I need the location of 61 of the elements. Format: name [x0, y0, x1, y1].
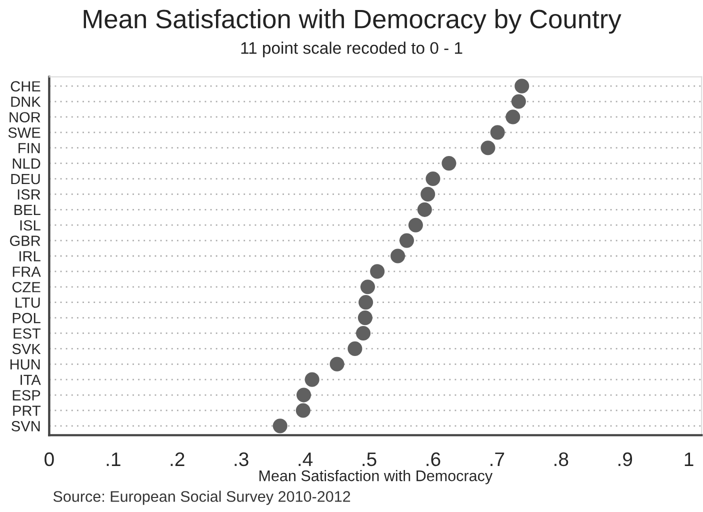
point [480, 140, 496, 156]
y-tick-label: FRA [12, 266, 41, 277]
x-tick-label: .1 [106, 452, 120, 466]
x-tick-label: .4 [298, 452, 313, 466]
point [358, 295, 374, 310]
x-axis-title: Mean Satisfaction with Democracy [259, 470, 493, 484]
y-tick-label: NOR [10, 112, 40, 122]
y-tick-label: DNK [11, 96, 41, 107]
source-note: Source: European Social Survey 2010-2012 [53, 490, 350, 505]
point [370, 264, 385, 279]
y-tick-label: HUN [10, 359, 40, 370]
y-tick-label: EST [14, 328, 41, 339]
y-tick-label: ISL [20, 220, 40, 231]
y-tick-label: FIN [18, 143, 40, 154]
y-tick-label: GBR [10, 236, 40, 246]
y-tick-label: POL [12, 312, 40, 324]
point [506, 110, 520, 124]
x-tick-label: .6 [426, 452, 440, 466]
y-tick-label: CHE [10, 81, 40, 92]
point [399, 233, 414, 248]
point [360, 280, 376, 294]
point [408, 218, 423, 232]
y-tick-label: DEU [11, 174, 40, 184]
point [296, 388, 312, 402]
y-tick-label: ISR [18, 189, 40, 200]
x-tick-label: .2 [170, 452, 184, 466]
point [358, 310, 372, 326]
y-tick-label: SVK [12, 344, 41, 354]
point [442, 156, 456, 171]
y-tick-label: CZE [12, 282, 40, 292]
point [490, 125, 505, 140]
point [420, 186, 436, 202]
point [304, 372, 320, 387]
point [296, 403, 310, 418]
y-tick-label: SVN [12, 421, 40, 432]
y-tick-label: PRT [13, 406, 41, 416]
point [356, 326, 371, 341]
x-tick-label: .8 [554, 452, 568, 466]
point [390, 248, 406, 264]
x-tick-label: 0 [44, 452, 54, 466]
point [426, 171, 440, 186]
x-tick-label: .5 [362, 452, 376, 466]
y-tick-label: NLD [12, 158, 40, 169]
y-tick-label: BEL [14, 204, 40, 215]
chart-subtitle: 11 point scale recoded to 0 - 1 [241, 42, 462, 58]
point [511, 94, 526, 109]
point [514, 78, 530, 94]
point [272, 418, 288, 434]
x-tick-label: 1 [684, 452, 694, 466]
x-tick-label: .9 [618, 452, 632, 466]
chart-title: Mean Satisfaction with Democracy by Country [84, 9, 622, 34]
y-tick-label: IRL [20, 251, 40, 262]
y-tick-label: LTU [16, 298, 40, 308]
x-tick-label: .7 [490, 452, 504, 466]
point [417, 202, 432, 217]
y-tick-label: SWE [8, 128, 40, 138]
point [330, 356, 344, 372]
y-tick-label: ITA [20, 374, 41, 385]
point [348, 341, 362, 356]
y-tick-label: ESP [12, 390, 40, 400]
x-tick-label: .3 [234, 452, 248, 466]
